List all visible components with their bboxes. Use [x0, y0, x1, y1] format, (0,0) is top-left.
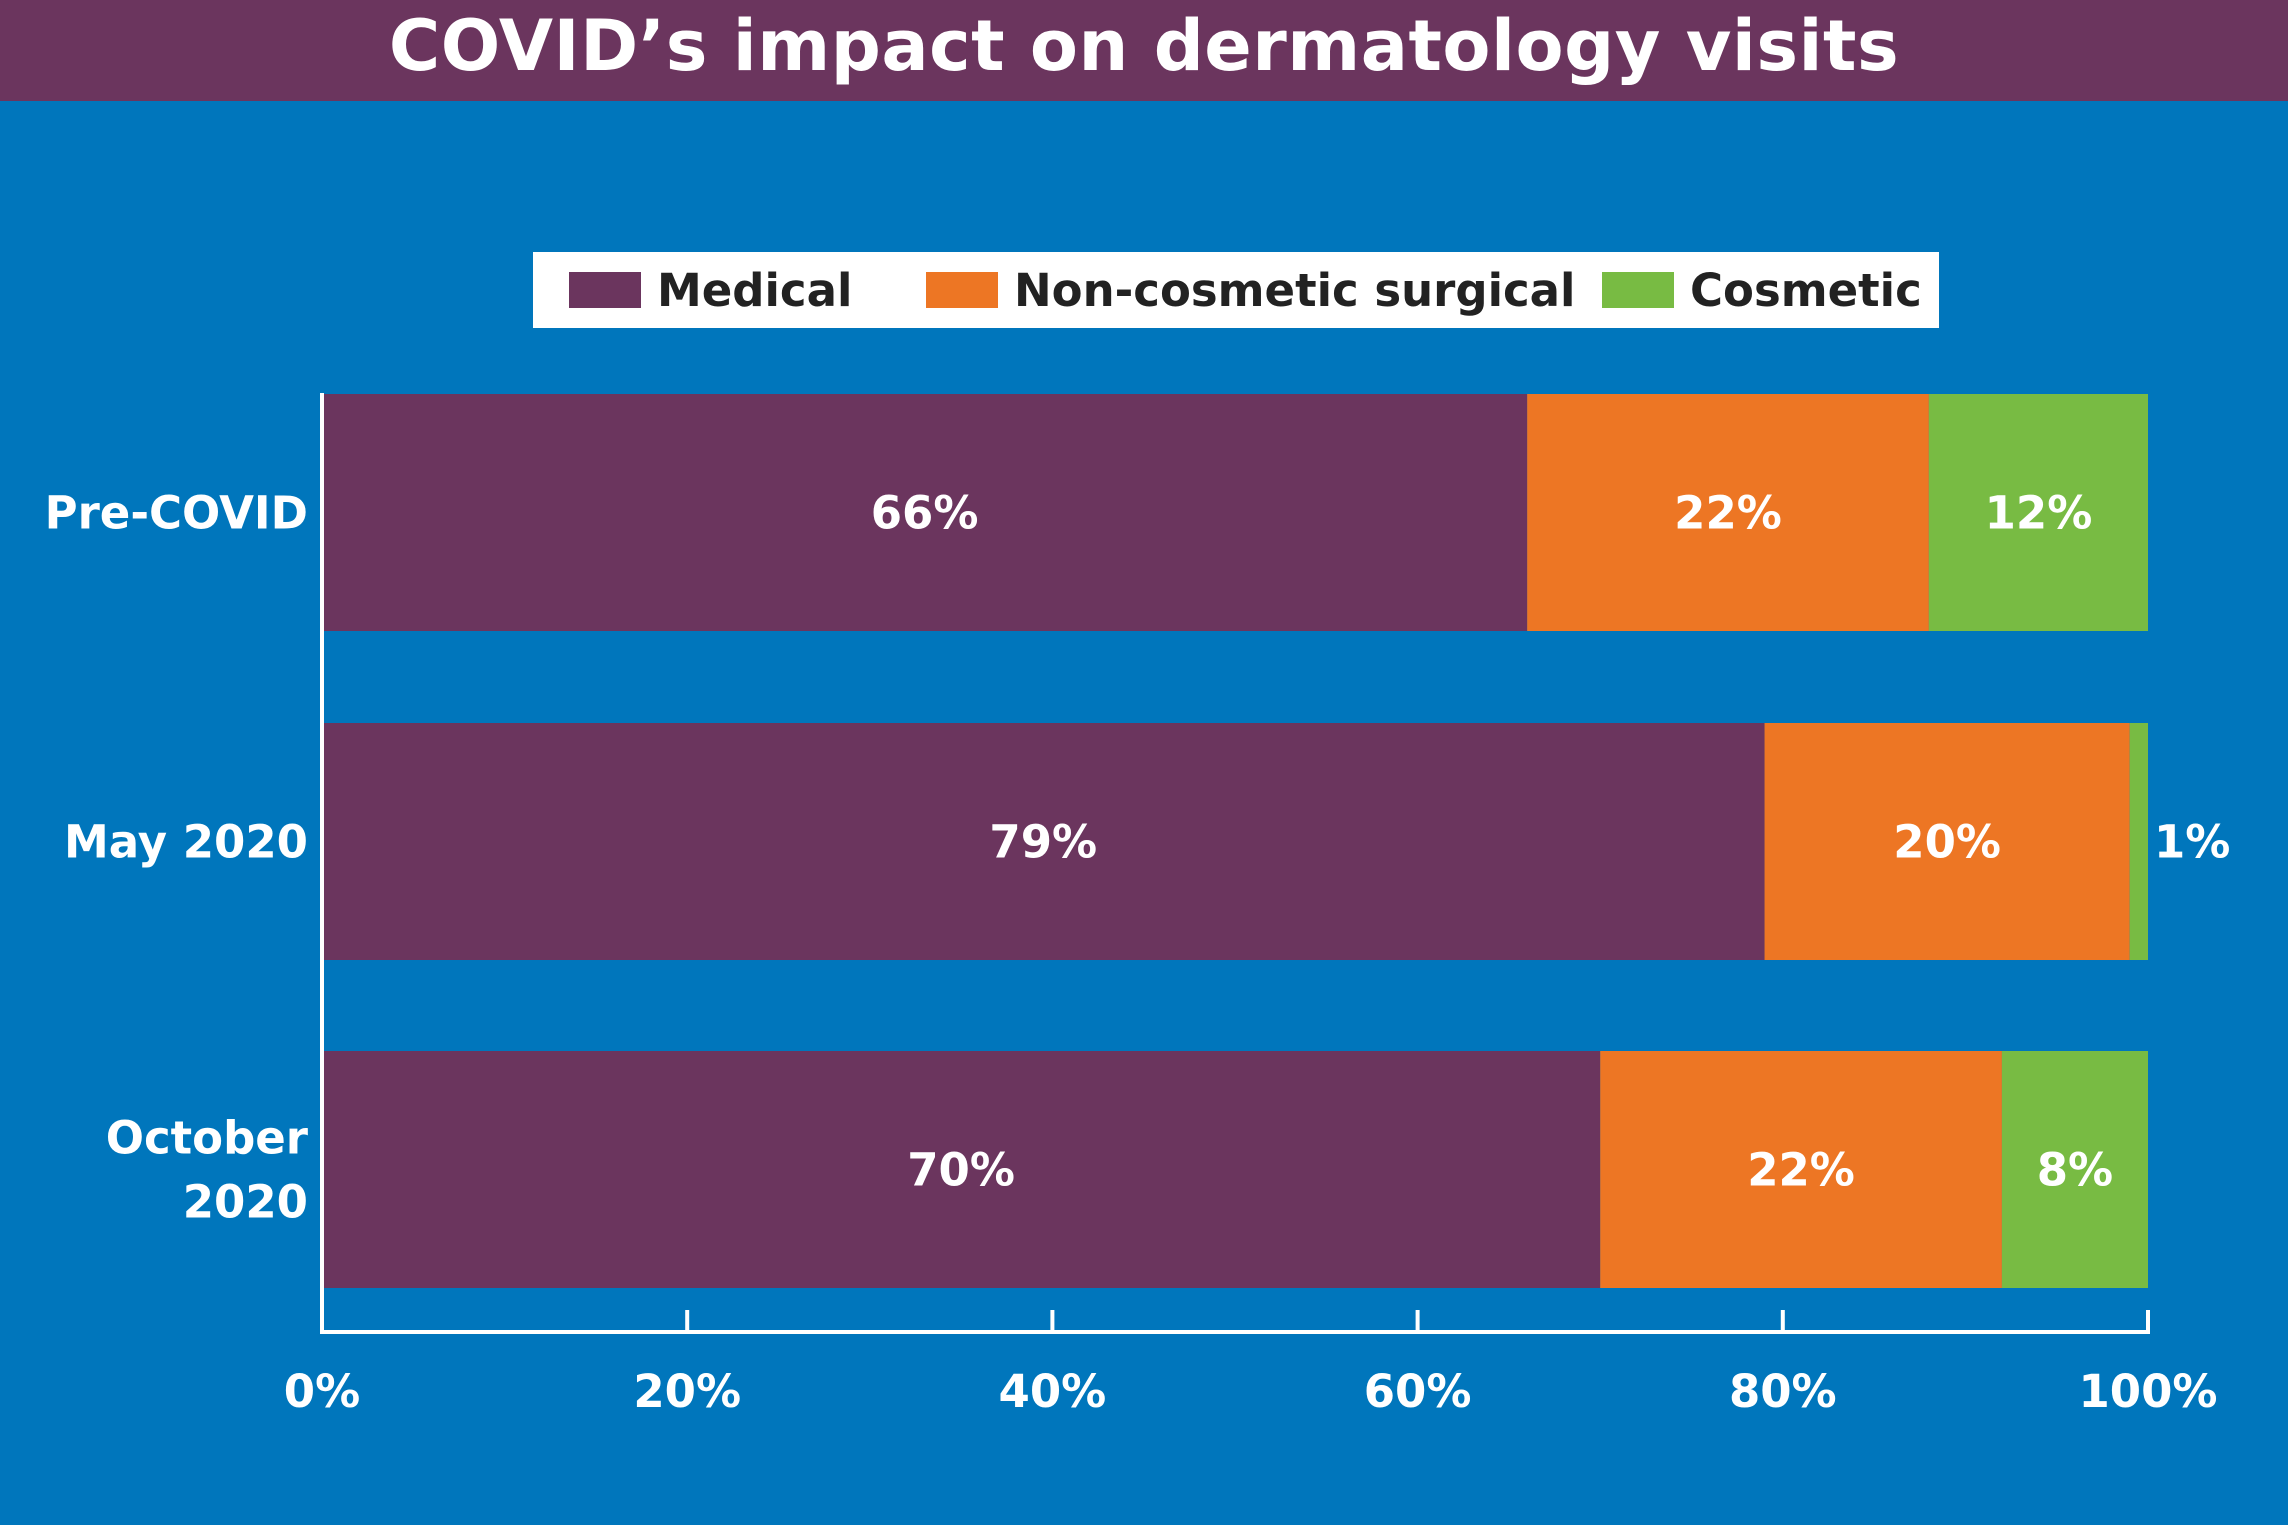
legend-swatch-cosmetic — [1602, 272, 1674, 308]
axes-group: Pre-COVID May 2020 October 2020 0% 20% 40% 60% 8… — [45, 393, 2218, 1418]
legend-swatch-medical — [569, 272, 641, 308]
legend-item-medical: Medical — [569, 252, 852, 328]
legend-swatch-non-cosmetic-surgical — [926, 272, 998, 308]
legend-item-cosmetic: Cosmetic — [1602, 252, 1922, 328]
y-tick-label-october-2020: October 2020 — [106, 1112, 309, 1229]
data-label-cosmetic-may-2020: 1% — [2154, 816, 2230, 869]
chart-title: COVID’s impact on dermatology visits — [388, 4, 1900, 87]
bar-cosmetic-may-2020 — [2129, 723, 2148, 960]
data-label-cosmetic-pre-covid: 12% — [1985, 487, 2093, 540]
bar-cosmetic-pre-covid — [1928, 394, 2148, 631]
x-tick-label-40: 40% — [999, 1365, 1107, 1418]
bar-labels-group: 66% 22% 12% 79% 20% 1% 70% 22% 8% — [871, 487, 2231, 1197]
bar-non-cosmetic-surgical-october-2020 — [1600, 1051, 2002, 1288]
y-tick-label-pre-covid: Pre-COVID — [45, 487, 308, 540]
data-label-cosmetic-october-2020: 8% — [2037, 1144, 2113, 1197]
legend: Medical Non-cosmetic surgical Cosmetic — [533, 252, 1939, 328]
data-label-medical-pre-covid: 66% — [871, 487, 979, 540]
bar-cosmetic-october-2020 — [2001, 1051, 2148, 1288]
x-tick-label-0: 0% — [284, 1365, 360, 1418]
bar-non-cosmetic-surgical-may-2020 — [1764, 723, 2130, 960]
legend-label-non-cosmetic-surgical: Non-cosmetic surgical — [1014, 263, 1576, 317]
y-tick-label-may-2020: May 2020 — [64, 816, 308, 869]
bar-non-cosmetic-surgical-pre-covid — [1527, 394, 1929, 631]
x-tick-label-20: 20% — [633, 1365, 741, 1418]
x-tick-label-60: 60% — [1364, 1365, 1472, 1418]
legend-item-non-cosmetic-surgical: Non-cosmetic surgical — [926, 252, 1575, 328]
bar-medical-pre-covid — [322, 394, 1528, 631]
data-label-medical-october-2020: 70% — [907, 1144, 1015, 1197]
x-tick-label-100: 100% — [2078, 1365, 2217, 1418]
bar-medical-october-2020 — [322, 1051, 1601, 1288]
legend-label-cosmetic: Cosmetic — [1690, 263, 1922, 317]
bar-medical-may-2020 — [322, 723, 1765, 960]
data-label-non-cosmetic-surgical-may-2020: 20% — [1893, 816, 2001, 869]
bars-group — [322, 394, 2148, 1288]
legend-label-medical: Medical — [657, 263, 853, 317]
data-label-medical-may-2020: 79% — [989, 816, 1097, 869]
data-label-non-cosmetic-surgical-october-2020: 22% — [1747, 1144, 1855, 1197]
x-tick-label-80: 80% — [1729, 1365, 1837, 1418]
data-label-non-cosmetic-surgical-pre-covid: 22% — [1674, 487, 1782, 540]
title-bar: COVID’s impact on dermatology visits — [0, 0, 2288, 101]
